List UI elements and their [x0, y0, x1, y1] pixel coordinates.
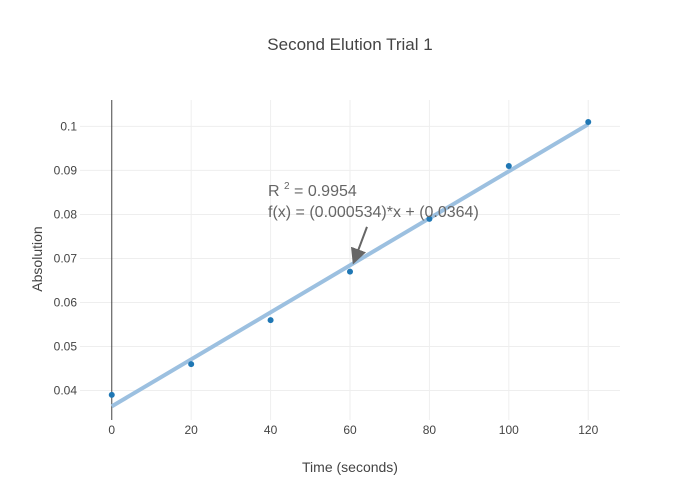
x-tick-label: 80: [423, 423, 437, 437]
tick-labels: 0 20 40 60 80 100 120 0.04 0.05 0.06 0.07 0.08 0.09 0…: [54, 119, 599, 437]
x-tick-label: 0: [108, 423, 115, 437]
r-squared-exponent: 2: [284, 181, 290, 192]
x-tick-label: 40: [264, 423, 278, 437]
x-tick-label: 120: [578, 423, 598, 437]
y-tick-label: 0.04: [54, 384, 78, 398]
y-tick-label: 0.09: [54, 163, 78, 177]
x-tick-label: 60: [343, 423, 357, 437]
x-tick-label: 20: [184, 423, 198, 437]
y-tick-label: 0.06: [54, 295, 78, 309]
data-point: [267, 317, 274, 324]
r-squared-label: R 2 = 0.9954: [268, 176, 357, 200]
data-point: [188, 361, 195, 368]
fit-line: [110, 122, 590, 409]
grid-lines: [80, 100, 620, 420]
data-point: [426, 215, 433, 222]
data-point: [347, 268, 353, 275]
data-point: [585, 119, 592, 126]
annotation-arrow: [350, 226, 368, 265]
r-squared-value: = 0.9954: [294, 183, 357, 200]
x-axis-title: Time (seconds): [302, 459, 398, 475]
y-tick-label: 0.08: [54, 207, 78, 221]
x-tick-label: 100: [499, 423, 519, 437]
data-point: [108, 391, 115, 398]
r-squared-prefix: R: [268, 183, 280, 200]
y-tick-label: 0.1: [60, 119, 77, 133]
data-point: [505, 163, 512, 170]
fit-annotation: R 2 = 0.9954 f(x) = (0.000534)*x + (0.03…: [268, 176, 479, 265]
y-tick-label: 0.07: [54, 251, 78, 265]
fit-equation-label: f(x) = (0.000534)*x + (0.0364): [268, 204, 479, 221]
y-axis-title: Absolution: [29, 226, 45, 291]
plot-area: [108, 119, 592, 409]
chart-title: Second Elution Trial 1: [267, 35, 432, 54]
y-tick-label: 0.05: [54, 339, 78, 353]
